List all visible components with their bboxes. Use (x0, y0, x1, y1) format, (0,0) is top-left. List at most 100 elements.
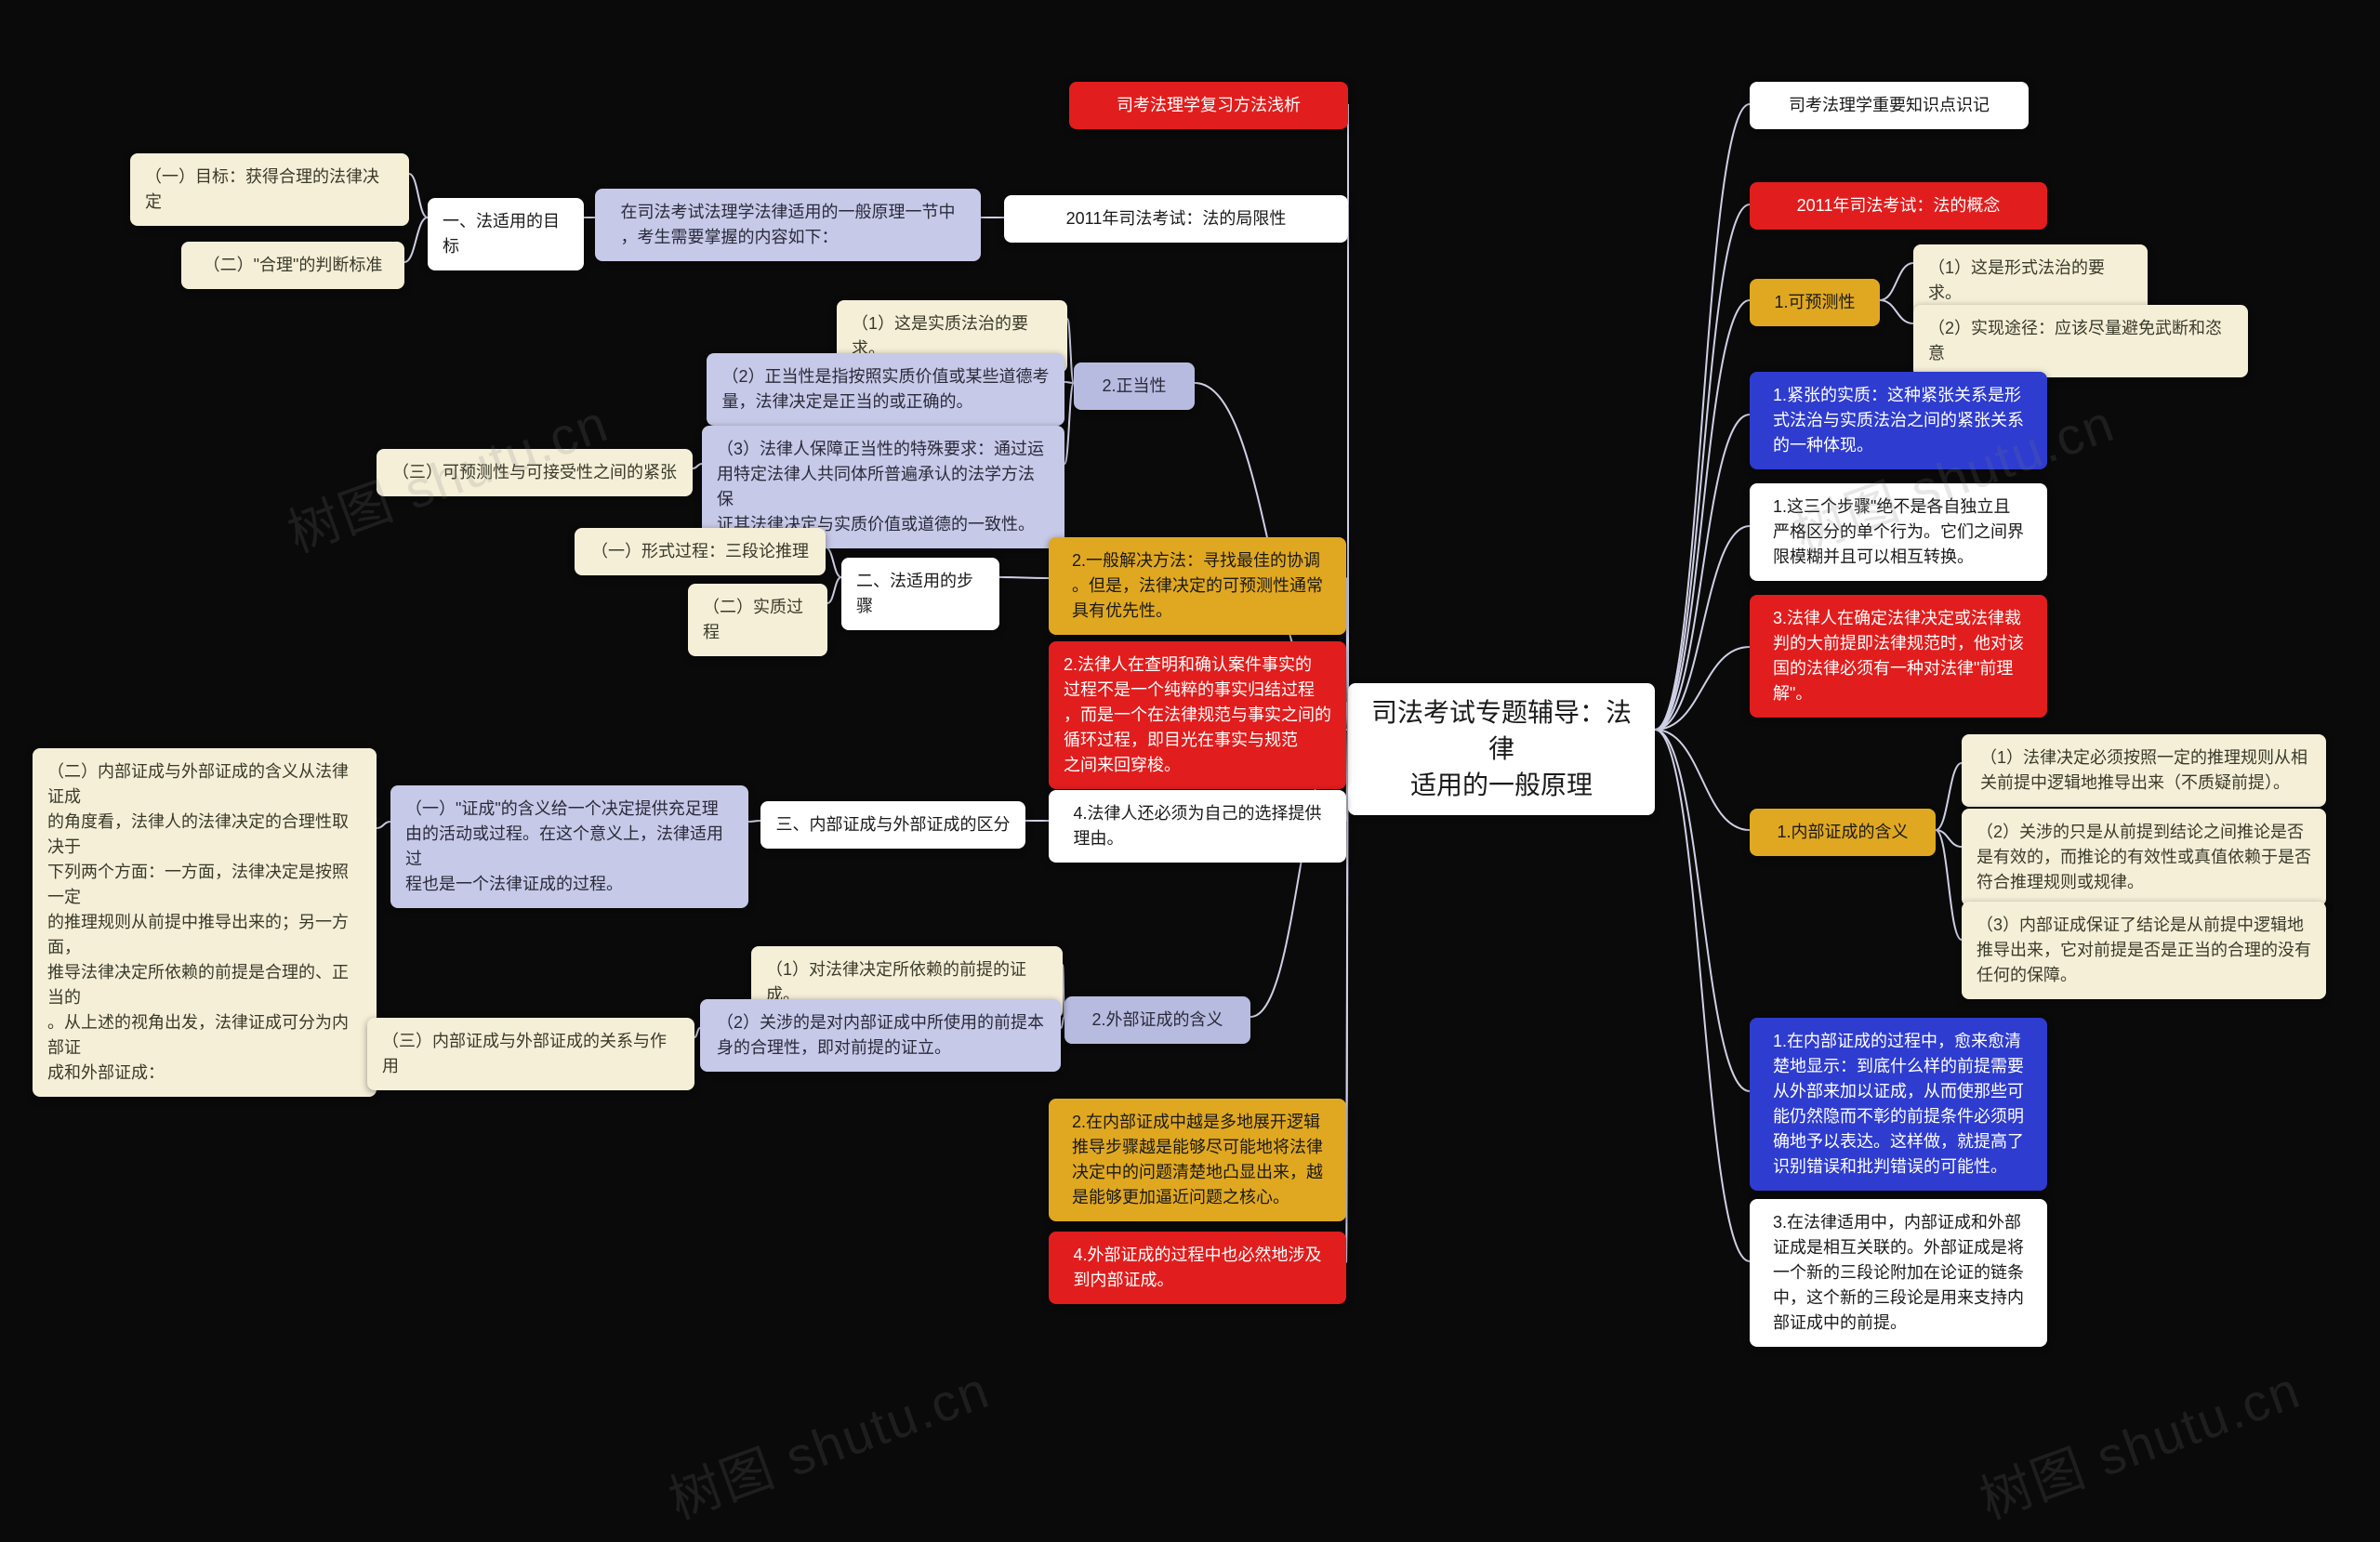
node-label: （2）关涉的是对内部证成中所使用的前提本 身的合理性，即对前提的证立。 (717, 1010, 1044, 1061)
edge (1064, 383, 1074, 464)
node-label: 1.紧张的实质：这种紧张关系是形 式法治与实质法治之间的紧张关系 的一种体现。 (1773, 383, 2024, 458)
node-label: 在司法考试法理学法律适用的一般原理一节中 ，考生需要掌握的内容如下： (621, 200, 956, 250)
node-r_rel3[interactable]: 3.在法律适用中，内部证成和外部 证成是相互关联的。外部证成是将 一个新的三段论… (1750, 1199, 2047, 1347)
edge (1655, 526, 1750, 730)
node-label: （一）目标：获得合理的法律决定 (145, 165, 394, 215)
node-label: （1）这是形式法治的要求。 (1928, 256, 2133, 306)
node-l_step_form[interactable]: （一）形式过程：三段论推理 (575, 528, 826, 575)
edge (1067, 319, 1074, 383)
node-l_choice4[interactable]: 4.法律人还必须为自己的选择提供 理由。 (1049, 790, 1346, 863)
node-r_pre3[interactable]: 3.法律人在确定法律决定或法律裁 判的大前提即法律规范时，他对该 国的法律必须有… (1750, 595, 2047, 718)
node-label: 3.在法律适用中，内部证成和外部 证成是相互关联的。外部证成是将 一个新的三段论… (1773, 1210, 2024, 1336)
node-label: （三）可预测性与可接受性之间的紧张 (392, 460, 677, 485)
watermark: 树图 shutu.cn (1968, 1349, 2309, 1535)
node-label: 1.可预测性 (1774, 290, 1855, 315)
node-label: 4.外部证成的过程中也必然地涉及 到内部证成。 (1073, 1243, 1321, 1293)
node-r_int3[interactable]: （3）内部证成保证了结论是从前提中逻辑地 推导出来，它对前提是否是正当的合理的没… (1962, 902, 2326, 999)
node-label: 2.一般解决方法：寻找最佳的协调 。但是，法律决定的可预测性通常 具有优先性。 (1072, 548, 1323, 624)
node-r_pred2[interactable]: （2）实现途径：应该尽量避免武断和恣意 (1913, 305, 2248, 377)
node-label: 2.法律人在查明和确认案件事实的 过程不是一个纯粹的事实归结过程 ，而是一个在法… (1064, 652, 1331, 778)
edge (999, 577, 1049, 578)
node-l_sol2[interactable]: 2.一般解决方法：寻找最佳的协调 。但是，法律决定的可预测性通常 具有优先性。 (1049, 537, 1346, 635)
node-l_legit[interactable]: 2.正当性 (1074, 362, 1195, 410)
node-l_ext2[interactable]: （2）关涉的是对内部证成中所使用的前提本 身的合理性，即对前提的证立。 (700, 999, 1061, 1072)
node-label: （2）实现途径：应该尽量避免武断和恣意 (1928, 316, 2233, 366)
node-l_extmean[interactable]: 2.外部证成的含义 (1064, 996, 1250, 1044)
edge (1655, 204, 1750, 730)
node-l_ext_rel[interactable]: （三）内部证成与外部证成的关系与作用 (367, 1018, 694, 1090)
node-label: 一、法适用的目标 (443, 209, 569, 259)
node-label: 司法考试专题辅导：法律 适用的一般原理 (1363, 694, 1640, 804)
node-label: （3）法律人保障正当性的特殊要求：通过运 用特定法律人共同体所普遍承认的法学方法… (717, 437, 1050, 537)
node-label: （二）实质过程 (703, 595, 813, 645)
node-r_intmean[interactable]: 1.内部证成的含义 (1750, 809, 1936, 856)
node-label: （三）内部证成与外部证成的关系与作用 (382, 1029, 680, 1079)
node-label: （1）法律决定必须按照一定的推理规则从相 关前提中逻辑地推导出来（不质疑前提）。 (1980, 745, 2307, 796)
edge (404, 217, 428, 262)
edge (1655, 300, 1750, 730)
node-label: 2.外部证成的含义 (1091, 1008, 1223, 1033)
node-l_legit2[interactable]: （2）正当性是指按照实质价值或某些道德考 量，法律决定是正当的或正确的。 (707, 353, 1064, 426)
edge (748, 821, 760, 822)
node-r_int1b[interactable]: 1.在内部证成的过程中，愈来愈清 楚地显示：到底什么样的前提需要 从外部来加以证… (1750, 1018, 2047, 1191)
node-r_int1[interactable]: （1）法律决定必须按照一定的推理规则从相 关前提中逻辑地推导出来（不质疑前提）。 (1962, 734, 2326, 807)
edge (1655, 730, 1750, 1091)
node-label: 2011年司法考试：法的概念 (1797, 193, 2001, 218)
node-l_intext2[interactable]: （二）内部证成与外部证成的含义从法律证成 的角度看，法律人的法律决定的合理性取决… (33, 748, 377, 1097)
node-center[interactable]: 司法考试专题辅导：法律 适用的一般原理 (1348, 683, 1655, 815)
node-label: 二、法适用的步骤 (856, 569, 985, 619)
node-label: 4.法律人还必须为自己的选择提供 理由。 (1073, 801, 1321, 851)
node-l_step_sub[interactable]: （二）实质过程 (688, 584, 827, 656)
node-l_2011lim_note[interactable]: 在司法考试法理学法律适用的一般原理一节中 ，考生需要掌握的内容如下： (595, 189, 981, 261)
node-l_2011lim[interactable]: 2011年司法考试：法的局限性 (1004, 195, 1348, 243)
node-l_rev[interactable]: 司考法理学复习方法浅析 (1069, 82, 1348, 129)
edge (1880, 263, 1913, 300)
edge (693, 464, 702, 468)
edge (1936, 830, 1962, 847)
node-label: 三、内部证成与外部证成的区分 (776, 812, 1011, 837)
node-r_pred[interactable]: 1.可预测性 (1750, 279, 1880, 326)
node-label: （一）"证成"的含义给一个决定提供充足理 由的活动或过程。在这个意义上，法律适用… (405, 797, 734, 897)
node-l_goal2[interactable]: （二）"合理"的判断标准 (181, 242, 404, 289)
node-l_justdef[interactable]: （一）"证成"的含义给一个决定提供充足理 由的活动或过程。在这个意义上，法律适用… (390, 785, 748, 908)
edge (1655, 104, 1750, 730)
edge (827, 577, 841, 603)
node-r_2011con[interactable]: 2011年司法考试：法的概念 (1750, 182, 2047, 230)
node-label: 3.法律人在确定法律决定或法律裁 判的大前提即法律规范时，他对该 国的法律必须有… (1773, 606, 2024, 706)
edge (1936, 763, 1962, 830)
edge (1936, 830, 1962, 940)
edge (377, 822, 390, 828)
edge (1655, 730, 1750, 830)
node-l_goal[interactable]: 一、法适用的目标 (428, 198, 584, 270)
edge (1655, 647, 1750, 730)
node-label: （二）内部证成与外部证成的含义从法律证成 的角度看，法律人的法律决定的合理性取决… (47, 759, 362, 1086)
node-r_steps[interactable]: 1.这三个步骤"绝不是各自独立且 严格区分的单个行为。它们之间界 限模糊并且可以… (1750, 483, 2047, 581)
node-l_tension[interactable]: （三）可预测性与可接受性之间的紧张 (377, 449, 693, 496)
node-label: 司考法理学复习方法浅析 (1117, 93, 1301, 118)
edge (826, 547, 841, 577)
node-label: （2）关涉的只是从前提到结论之间推论是否 是有效的，而推论的有效性或真值依赖于是… (1977, 820, 2311, 895)
mindmap-canvas: 司法考试专题辅导：法律 适用的一般原理 司考法理学复习方法浅析 2011年司法考试：… (0, 0, 2380, 1542)
node-r_tension[interactable]: 1.紧张的实质：这种紧张关系是形 式法治与实质法治之间的紧张关系 的一种体现。 (1750, 372, 2047, 469)
node-label: （2）正当性是指按照实质价值或某些道德考 量，法律决定是正当的或正确的。 (721, 364, 1049, 415)
node-l_fact2[interactable]: 2.法律人在查明和确认案件事实的 过程不是一个纯粹的事实归结过程 ，而是一个在法… (1049, 641, 1346, 789)
node-l_intext[interactable]: 三、内部证成与外部证成的区分 (760, 801, 1025, 849)
node-label: 1.这三个步骤"绝不是各自独立且 严格区分的单个行为。它们之间界 限模糊并且可以… (1773, 494, 2024, 570)
node-r_know[interactable]: 司考法理学重要知识点识记 (1750, 82, 2029, 129)
node-label: 1.内部证成的含义 (1777, 820, 1908, 845)
node-l_ext4[interactable]: 4.外部证成的过程中也必然地涉及 到内部证成。 (1049, 1232, 1346, 1304)
node-l_step[interactable]: 二、法适用的步骤 (841, 558, 999, 630)
node-label: 2.正当性 (1102, 374, 1166, 399)
node-l_int2[interactable]: 2.在内部证成中越是多地展开逻辑 推导步骤越是能够尽可能地将法律 决定中的问题清… (1049, 1099, 1346, 1221)
node-label: （二）"合理"的判断标准 (204, 253, 383, 278)
edge (1655, 415, 1750, 730)
node-label: 2.在内部证成中越是多地展开逻辑 推导步骤越是能够尽可能地将法律 决定中的问题清… (1072, 1110, 1323, 1210)
node-r_int2[interactable]: （2）关涉的只是从前提到结论之间推论是否 是有效的，而推论的有效性或真值依赖于是… (1962, 809, 2326, 906)
node-l_goal1[interactable]: （一）目标：获得合理的法律决定 (130, 153, 409, 226)
edge (1655, 730, 1750, 1261)
node-label: 1.在内部证成的过程中，愈来愈清 楚地显示：到底什么样的前提需要 从外部来加以证… (1773, 1029, 2024, 1180)
edge (1880, 300, 1913, 323)
node-label: （3）内部证成保证了结论是从前提中逻辑地 推导出来，它对前提是否是正当的合理的没… (1977, 913, 2311, 988)
edge (409, 174, 428, 217)
node-label: 司考法理学重要知识点识记 (1789, 93, 1990, 118)
